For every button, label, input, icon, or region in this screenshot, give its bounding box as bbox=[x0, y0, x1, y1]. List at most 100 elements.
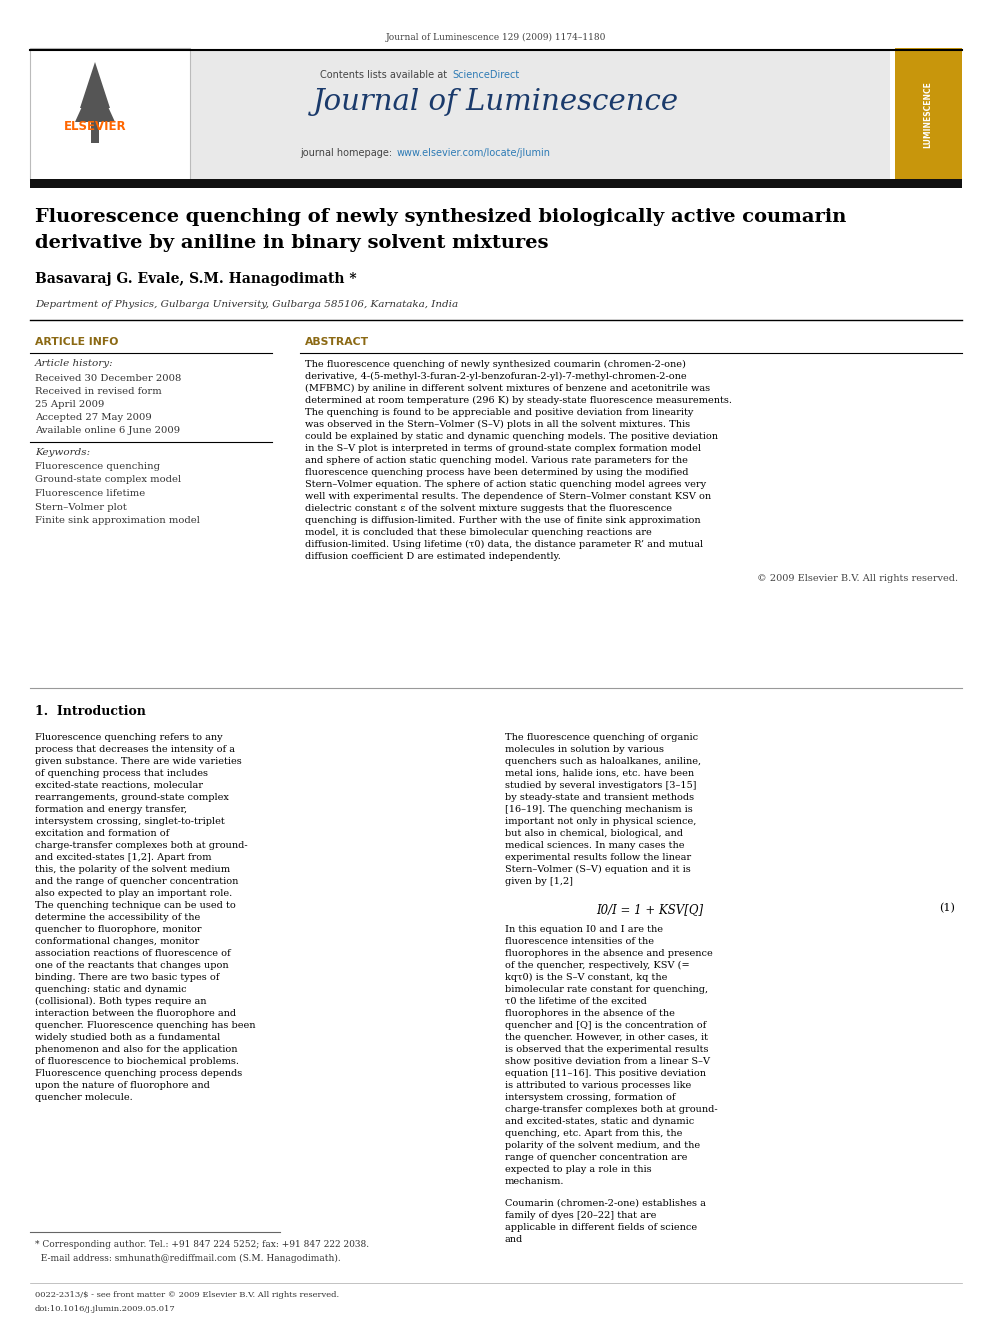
Text: charge-transfer complexes both at ground-: charge-transfer complexes both at ground… bbox=[35, 841, 248, 849]
Text: (collisional). Both types require an: (collisional). Both types require an bbox=[35, 998, 206, 1005]
Text: (MFBMC) by aniline in different solvent mixtures of benzene and acetonitrile was: (MFBMC) by aniline in different solvent … bbox=[305, 384, 710, 393]
Text: is observed that the experimental results: is observed that the experimental result… bbox=[505, 1045, 708, 1054]
Text: given by [1,2]: given by [1,2] bbox=[505, 877, 573, 886]
Text: interaction between the fluorophore and: interaction between the fluorophore and bbox=[35, 1009, 236, 1017]
Text: medical sciences. In many cases the: medical sciences. In many cases the bbox=[505, 841, 684, 849]
Text: experimental results follow the linear: experimental results follow the linear bbox=[505, 853, 691, 863]
Text: journal homepage:: journal homepage: bbox=[300, 148, 395, 157]
Text: range of quencher concentration are: range of quencher concentration are bbox=[505, 1154, 687, 1162]
Text: expected to play a role in this: expected to play a role in this bbox=[505, 1166, 652, 1174]
Text: Accepted 27 May 2009: Accepted 27 May 2009 bbox=[35, 413, 152, 422]
Text: and: and bbox=[505, 1234, 523, 1244]
Text: upon the nature of fluorophore and: upon the nature of fluorophore and bbox=[35, 1081, 210, 1090]
Text: ELSEVIER: ELSEVIER bbox=[63, 120, 126, 134]
Text: of the quencher, respectively, KSV (=: of the quencher, respectively, KSV (= bbox=[505, 960, 689, 970]
Polygon shape bbox=[75, 78, 115, 122]
Text: Stern–Volmer plot: Stern–Volmer plot bbox=[35, 503, 127, 512]
Text: Keywords:: Keywords: bbox=[35, 448, 90, 456]
Text: Article history:: Article history: bbox=[35, 359, 114, 368]
Text: (1): (1) bbox=[939, 904, 955, 913]
Text: The quenching is found to be appreciable and positive deviation from linearity: The quenching is found to be appreciable… bbox=[305, 407, 693, 417]
Text: formation and energy transfer,: formation and energy transfer, bbox=[35, 804, 187, 814]
Text: kqτ0) is the S–V constant, kq the: kqτ0) is the S–V constant, kq the bbox=[505, 972, 668, 982]
Text: and excited-states, static and dynamic: and excited-states, static and dynamic bbox=[505, 1117, 694, 1126]
Text: quenching: static and dynamic: quenching: static and dynamic bbox=[35, 986, 186, 994]
Text: fluorophores in the absence of the: fluorophores in the absence of the bbox=[505, 1009, 675, 1017]
Text: ScienceDirect: ScienceDirect bbox=[452, 70, 519, 79]
Text: intersystem crossing, formation of: intersystem crossing, formation of bbox=[505, 1093, 676, 1102]
Text: is attributed to various processes like: is attributed to various processes like bbox=[505, 1081, 691, 1090]
Text: Fluorescence quenching: Fluorescence quenching bbox=[35, 462, 160, 471]
Text: this, the polarity of the solvent medium: this, the polarity of the solvent medium bbox=[35, 865, 230, 875]
Text: binding. There are two basic types of: binding. There are two basic types of bbox=[35, 972, 219, 982]
Text: Basavaraj G. Evale, S.M. Hanagodimath *: Basavaraj G. Evale, S.M. Hanagodimath * bbox=[35, 273, 357, 286]
Text: and sphere of action static quenching model. Various rate parameters for the: and sphere of action static quenching mo… bbox=[305, 456, 687, 464]
Text: diffusion coefficient D are estimated independently.: diffusion coefficient D are estimated in… bbox=[305, 552, 560, 561]
Text: excitation and formation of: excitation and formation of bbox=[35, 830, 170, 837]
Text: and excited-states [1,2]. Apart from: and excited-states [1,2]. Apart from bbox=[35, 853, 211, 863]
Text: Stern–Volmer equation. The sphere of action static quenching model agrees very: Stern–Volmer equation. The sphere of act… bbox=[305, 480, 706, 490]
Text: rearrangements, ground-state complex: rearrangements, ground-state complex bbox=[35, 792, 229, 802]
Text: also expected to play an important role.: also expected to play an important role. bbox=[35, 889, 232, 898]
Text: quencher. Fluorescence quenching has been: quencher. Fluorescence quenching has bee… bbox=[35, 1021, 256, 1031]
Text: 1.  Introduction: 1. Introduction bbox=[35, 705, 146, 718]
Text: model, it is concluded that these bimolecular quenching reactions are: model, it is concluded that these bimole… bbox=[305, 528, 652, 537]
Text: mechanism.: mechanism. bbox=[505, 1177, 564, 1185]
Text: I0/I = 1 + KSV[Q]: I0/I = 1 + KSV[Q] bbox=[596, 904, 703, 916]
Text: Fluorescence quenching process depends: Fluorescence quenching process depends bbox=[35, 1069, 242, 1078]
Text: studied by several investigators [3–15]: studied by several investigators [3–15] bbox=[505, 781, 696, 790]
Text: conformational changes, monitor: conformational changes, monitor bbox=[35, 937, 199, 946]
Text: one of the reactants that changes upon: one of the reactants that changes upon bbox=[35, 960, 228, 970]
Text: Journal of Luminescence: Journal of Luminescence bbox=[312, 89, 680, 116]
Text: in the S–V plot is interpreted in terms of ground-state complex formation model: in the S–V plot is interpreted in terms … bbox=[305, 445, 701, 452]
Text: quencher to fluorophore, monitor: quencher to fluorophore, monitor bbox=[35, 925, 201, 934]
Text: association reactions of fluorescence of: association reactions of fluorescence of bbox=[35, 949, 230, 958]
Text: of quenching process that includes: of quenching process that includes bbox=[35, 769, 208, 778]
Text: Department of Physics, Gulbarga University, Gulbarga 585106, Karnataka, India: Department of Physics, Gulbarga Universi… bbox=[35, 300, 458, 310]
Text: process that decreases the intensity of a: process that decreases the intensity of … bbox=[35, 745, 235, 754]
Text: τ0 the lifetime of the excited: τ0 the lifetime of the excited bbox=[505, 998, 647, 1005]
Text: The fluorescence quenching of newly synthesized coumarin (chromen-2-one): The fluorescence quenching of newly synt… bbox=[305, 360, 685, 369]
Text: bimolecular rate constant for quenching,: bimolecular rate constant for quenching, bbox=[505, 986, 708, 994]
Text: show positive deviation from a linear S–V: show positive deviation from a linear S–… bbox=[505, 1057, 710, 1066]
Text: [16–19]. The quenching mechanism is: [16–19]. The quenching mechanism is bbox=[505, 804, 692, 814]
Text: was observed in the Stern–Volmer (S–V) plots in all the solvent mixtures. This: was observed in the Stern–Volmer (S–V) p… bbox=[305, 419, 690, 429]
Text: polarity of the solvent medium, and the: polarity of the solvent medium, and the bbox=[505, 1140, 700, 1150]
Bar bbox=[30, 180, 962, 188]
Text: could be explained by static and dynamic quenching models. The positive deviatio: could be explained by static and dynamic… bbox=[305, 433, 718, 441]
Text: derivative, 4-(5-methyl-3-furan-2-yl-benzofuran-2-yl)-7-methyl-chromen-2-one: derivative, 4-(5-methyl-3-furan-2-yl-ben… bbox=[305, 372, 686, 381]
Text: Stern–Volmer (S–V) equation and it is: Stern–Volmer (S–V) equation and it is bbox=[505, 865, 690, 875]
Text: quenching is diffusion-limited. Further with the use of finite sink approximatio: quenching is diffusion-limited. Further … bbox=[305, 516, 700, 525]
Text: LUMINESCENCE: LUMINESCENCE bbox=[924, 82, 932, 148]
Text: applicable in different fields of science: applicable in different fields of scienc… bbox=[505, 1222, 697, 1232]
Text: The fluorescence quenching of organic: The fluorescence quenching of organic bbox=[505, 733, 698, 742]
Text: but also in chemical, biological, and: but also in chemical, biological, and bbox=[505, 830, 683, 837]
Text: intersystem crossing, singlet-to-triplet: intersystem crossing, singlet-to-triplet bbox=[35, 818, 225, 826]
Text: determine the accessibility of the: determine the accessibility of the bbox=[35, 913, 200, 922]
Text: Coumarin (chromen-2-one) establishes a: Coumarin (chromen-2-one) establishes a bbox=[505, 1199, 706, 1208]
Text: Journal of Luminescence 129 (2009) 1174–1180: Journal of Luminescence 129 (2009) 1174–… bbox=[386, 33, 606, 42]
Text: of fluorescence to biochemical problems.: of fluorescence to biochemical problems. bbox=[35, 1057, 239, 1066]
Text: ARTICLE INFO: ARTICLE INFO bbox=[35, 337, 118, 347]
Text: The quenching technique can be used to: The quenching technique can be used to bbox=[35, 901, 236, 910]
Text: Available online 6 June 2009: Available online 6 June 2009 bbox=[35, 426, 181, 435]
Text: 0022-2313/$ - see front matter © 2009 Elsevier B.V. All rights reserved.: 0022-2313/$ - see front matter © 2009 El… bbox=[35, 1291, 339, 1299]
Text: determined at room temperature (296 K) by steady-state fluorescence measurements: determined at room temperature (296 K) b… bbox=[305, 396, 732, 405]
Text: excited-state reactions, molecular: excited-state reactions, molecular bbox=[35, 781, 203, 790]
Text: Fluorescence lifetime: Fluorescence lifetime bbox=[35, 490, 145, 497]
Text: www.elsevier.com/locate/jlumin: www.elsevier.com/locate/jlumin bbox=[397, 148, 551, 157]
Text: important not only in physical science,: important not only in physical science, bbox=[505, 818, 696, 826]
Text: quencher molecule.: quencher molecule. bbox=[35, 1093, 133, 1102]
Text: Finite sink approximation model: Finite sink approximation model bbox=[35, 516, 199, 525]
Text: quenching, etc. Apart from this, the: quenching, etc. Apart from this, the bbox=[505, 1129, 682, 1138]
Text: Fluorescence quenching refers to any: Fluorescence quenching refers to any bbox=[35, 733, 222, 742]
Text: phenomenon and also for the application: phenomenon and also for the application bbox=[35, 1045, 237, 1054]
Text: the quencher. However, in other cases, it: the quencher. However, in other cases, i… bbox=[505, 1033, 708, 1043]
Text: derivative by aniline in binary solvent mixtures: derivative by aniline in binary solvent … bbox=[35, 234, 549, 251]
Bar bbox=[30, 48, 190, 180]
Text: Ground-state complex model: Ground-state complex model bbox=[35, 475, 182, 484]
Text: * Corresponding author. Tel.: +91 847 224 5252; fax: +91 847 222 2038.: * Corresponding author. Tel.: +91 847 22… bbox=[35, 1240, 369, 1249]
Polygon shape bbox=[80, 62, 110, 108]
Text: © 2009 Elsevier B.V. All rights reserved.: © 2009 Elsevier B.V. All rights reserved… bbox=[757, 574, 958, 583]
Text: fluorescence intensities of the: fluorescence intensities of the bbox=[505, 937, 654, 946]
